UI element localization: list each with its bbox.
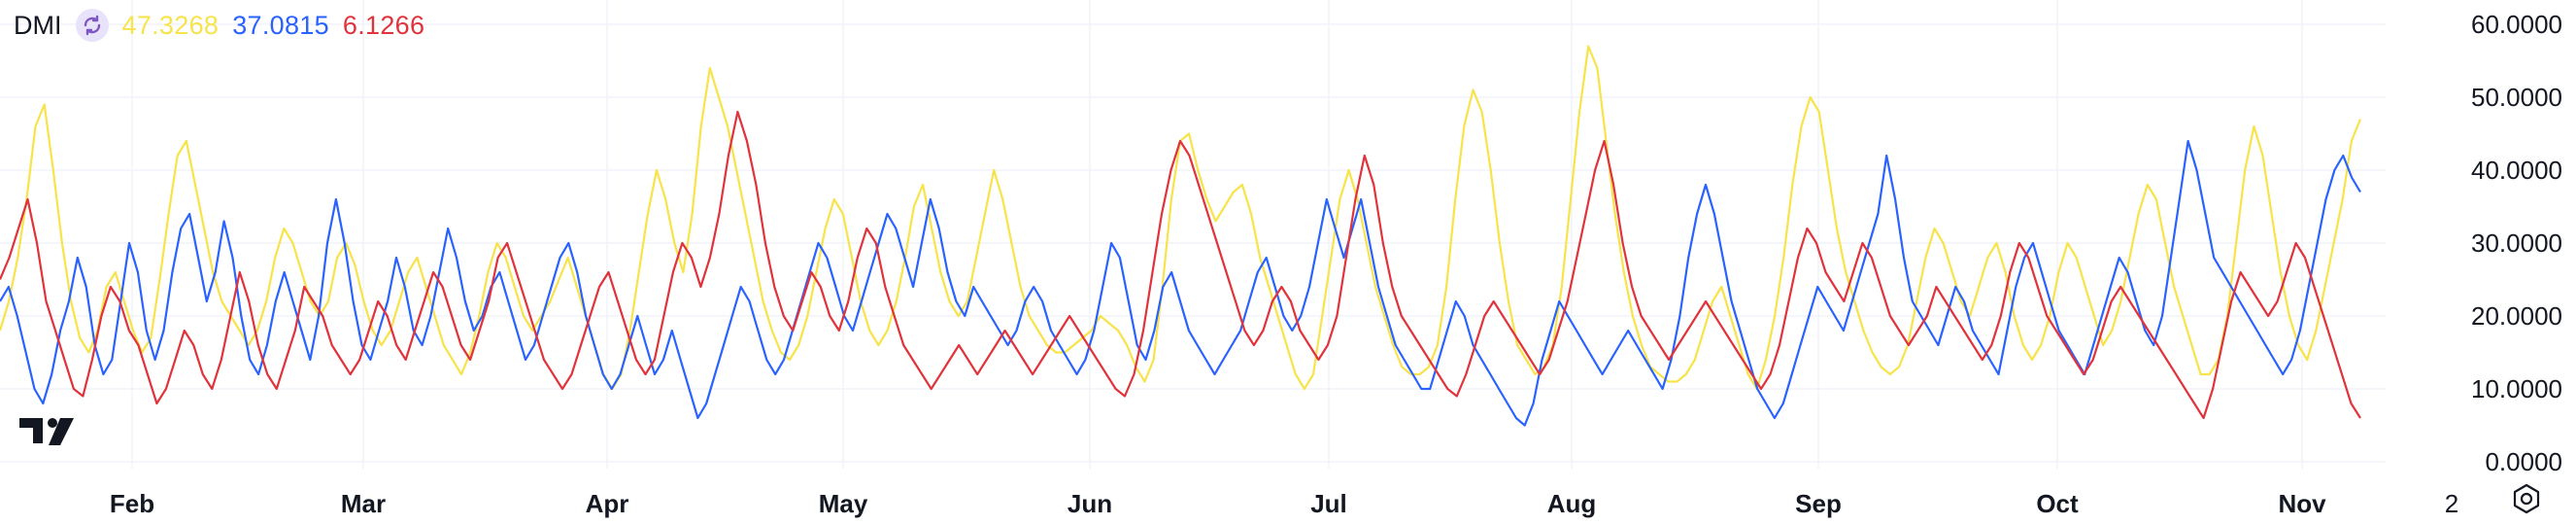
gear-icon[interactable] bbox=[2510, 482, 2543, 515]
indicator-legend: DMI 47.3268 37.0815 6.1266 bbox=[14, 8, 424, 43]
x-axis-ticks: Feb Mar Apr May Jun Jul Aug Sep Oct Nov 2 bbox=[110, 489, 2458, 518]
x-tick-label: Oct bbox=[2036, 489, 2079, 518]
x-tick-label: Jun bbox=[1068, 489, 1112, 518]
y-tick-label: 0.0000 bbox=[2485, 447, 2562, 476]
series-lines[interactable] bbox=[0, 45, 2362, 427]
vertical-gridlines bbox=[131, 0, 2303, 469]
adx-value: 47.3268 bbox=[121, 10, 220, 40]
x-tick-label: Jul bbox=[1310, 489, 1347, 518]
y-tick-label: 40.0000 bbox=[2471, 156, 2562, 185]
plus-di-value: 37.0815 bbox=[232, 10, 329, 40]
series-line-di[interactable] bbox=[0, 139, 2361, 427]
y-axis-ticks: 0.0000 10.0000 20.0000 30.0000 40.0000 50.000… bbox=[2471, 10, 2562, 476]
y-tick-label: 30.0000 bbox=[2471, 228, 2562, 258]
y-tick-label: 20.0000 bbox=[2471, 301, 2562, 331]
y-tick-label: 50.0000 bbox=[2471, 83, 2562, 112]
y-tick-label: 10.0000 bbox=[2471, 374, 2562, 403]
tradingview-logo-icon[interactable] bbox=[17, 412, 80, 451]
indicator-name[interactable]: DMI bbox=[14, 10, 62, 40]
x-tick-label: May bbox=[819, 489, 868, 518]
refresh-cycle-icon[interactable] bbox=[75, 9, 109, 42]
x-tick-label: Aug bbox=[1547, 489, 1597, 518]
series-line-di[interactable] bbox=[0, 110, 2361, 420]
x-tick-label: Mar bbox=[341, 489, 386, 518]
x-tick-label: Apr bbox=[586, 489, 629, 518]
x-tick-label: Sep bbox=[1795, 489, 1842, 518]
y-tick-label: 60.0000 bbox=[2471, 10, 2562, 39]
axis-extra-label[interactable]: 2 bbox=[2445, 489, 2458, 518]
horizontal-gridlines bbox=[0, 23, 2386, 463]
minus-di-value: 6.1266 bbox=[342, 10, 425, 40]
x-tick-label: Feb bbox=[110, 489, 154, 518]
x-tick-label: Nov bbox=[2278, 489, 2326, 518]
